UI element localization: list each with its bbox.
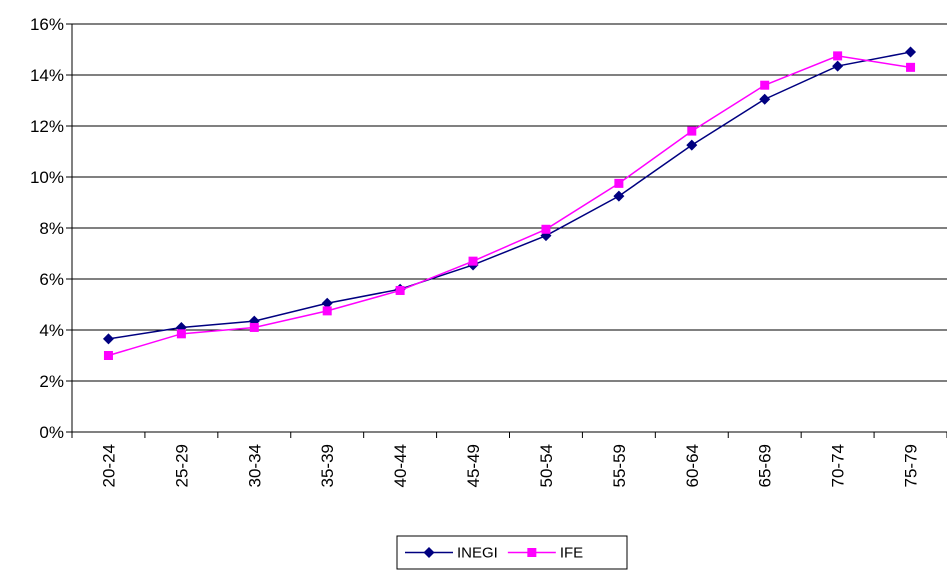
data-point-ife <box>687 126 697 136</box>
series-line-ife <box>108 55 911 357</box>
x-tick-label: 45-49 <box>464 444 483 487</box>
x-tick-label: 75-79 <box>902 444 921 487</box>
data-point-inegi <box>613 190 625 202</box>
legend-marker <box>527 548 537 557</box>
y-tick-label: 10% <box>30 168 64 187</box>
y-tick-label: 8% <box>39 219 64 238</box>
x-tick-label: 60-64 <box>683 444 702 487</box>
y-tick-label: 2% <box>39 372 64 391</box>
series-layer <box>102 46 917 360</box>
data-point-ife <box>614 178 624 188</box>
gridlines <box>72 23 947 382</box>
y-tick-label: 12% <box>30 117 64 136</box>
series-line-inegi <box>108 51 911 340</box>
y-axis-ticks: 0% 2% 4% 6% 8% 10% 12% 14% 16% <box>30 15 72 442</box>
x-tick-label: 50-54 <box>537 444 556 487</box>
x-tick-label: 65-69 <box>756 444 775 487</box>
data-point-ife <box>395 285 405 295</box>
legend-item-ife: IFE <box>507 545 583 562</box>
data-point-ife <box>249 322 259 332</box>
legend-box <box>396 535 628 570</box>
legend-label: IFE <box>560 545 583 562</box>
x-tick-label: 30-34 <box>245 444 264 487</box>
legend-marker <box>423 547 435 558</box>
data-point-ife <box>176 329 186 339</box>
data-point-ife <box>468 256 478 266</box>
y-tick-label: 0% <box>39 423 64 442</box>
x-tick-label: 20-24 <box>99 444 118 487</box>
x-tick-label: 55-59 <box>610 444 629 487</box>
data-point-ife <box>322 306 332 316</box>
data-point-ife <box>760 80 770 90</box>
data-point-ife <box>103 351 113 360</box>
data-point-inegi <box>832 60 844 72</box>
y-tick-label: 4% <box>39 321 64 340</box>
x-axis-ticks: 20-24 25-29 30-34 35-39 40-44 45-49 50-54 55-59… <box>71 432 947 487</box>
legend-item-inegi: INEGI <box>405 545 498 562</box>
legend-label: INEGI <box>457 545 498 562</box>
series-inegi <box>102 46 917 345</box>
data-point-inegi <box>905 46 917 58</box>
data-point-inegi <box>321 297 333 309</box>
y-tick-label: 6% <box>39 270 64 289</box>
data-point-ife <box>906 62 916 72</box>
x-tick-label: 70-74 <box>829 444 848 487</box>
data-point-inegi <box>686 139 698 151</box>
x-tick-label: 40-44 <box>391 444 410 487</box>
y-tick-label: 14% <box>30 66 64 85</box>
data-point-ife <box>833 51 843 61</box>
data-point-inegi <box>102 333 114 345</box>
data-point-inegi <box>759 93 771 105</box>
data-point-ife <box>541 224 551 234</box>
x-tick-label: 35-39 <box>318 444 337 487</box>
series-ife <box>103 51 916 360</box>
x-tick-label: 25-29 <box>172 444 191 487</box>
legend: INEGI IFE <box>396 535 628 570</box>
y-tick-label: 16% <box>30 15 64 34</box>
